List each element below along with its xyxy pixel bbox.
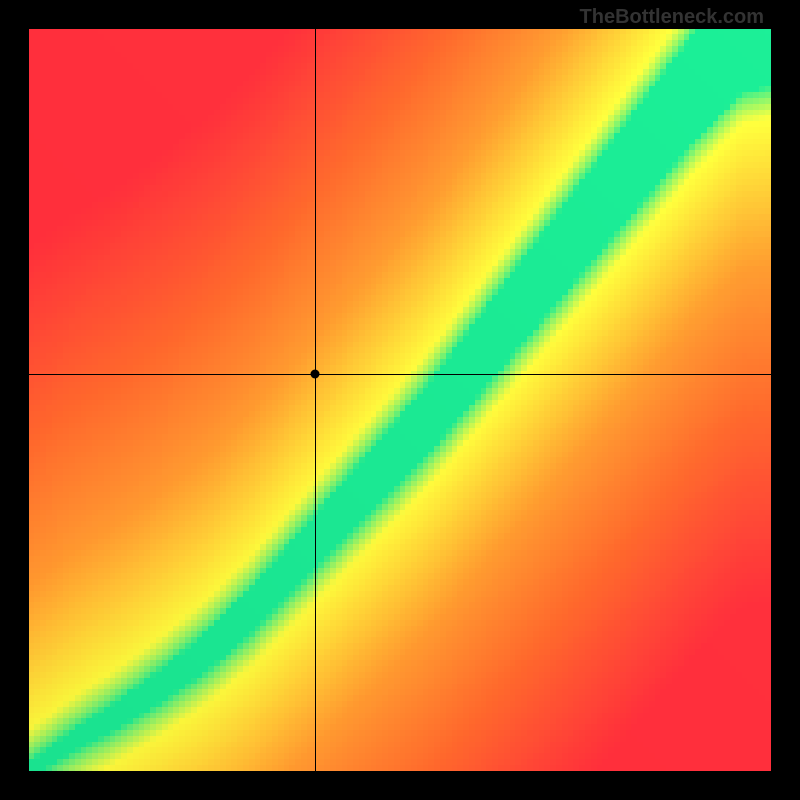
chart-root: TheBottleneck.com: [0, 0, 800, 800]
crosshair-horizontal: [29, 374, 771, 375]
watermark-text: TheBottleneck.com: [580, 6, 764, 29]
crosshair-marker: [310, 370, 319, 379]
plot-area: [29, 29, 771, 771]
heatmap-canvas: [29, 29, 771, 771]
crosshair-vertical: [315, 29, 316, 771]
